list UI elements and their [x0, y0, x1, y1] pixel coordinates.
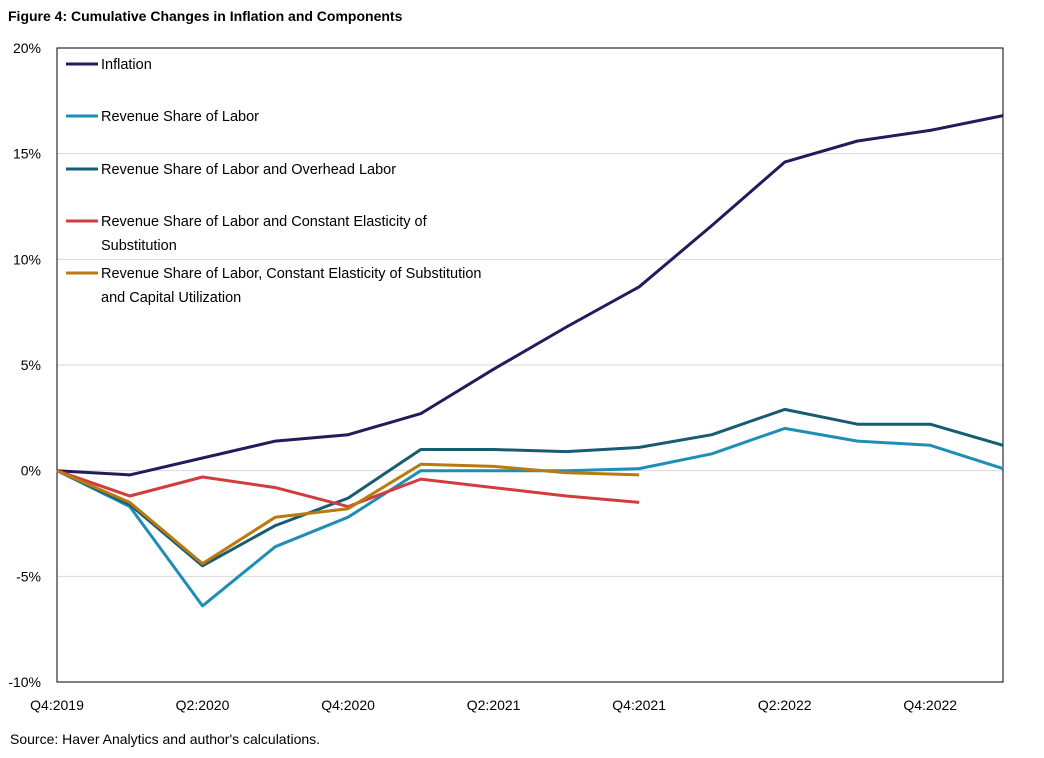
legend: Inflation Revenue Share of Labor Revenue S… — [66, 57, 481, 306]
y-tick-label: 20% — [13, 40, 41, 56]
series-line-5 — [56, 462, 640, 566]
legend-label: Inflation — [101, 57, 152, 73]
series-line-2 — [56, 426, 1004, 608]
x-tick-label: Q2:2020 — [176, 697, 230, 713]
series-line-4 — [56, 469, 640, 509]
x-tick-label: Q4:2022 — [903, 697, 957, 713]
y-tick-label: 0% — [21, 463, 41, 479]
y-axis-tick-labels: -10% -5% 0% 5% 10% 15% 20% — [8, 40, 41, 690]
legend-label: and Capital Utilization — [101, 290, 241, 306]
x-tick-label: Q4:2020 — [321, 697, 375, 713]
legend-label: Revenue Share of Labor — [101, 109, 259, 125]
figure-title: Figure 4: Cumulative Changes in Inflatio… — [8, 8, 403, 24]
x-tick-label: Q4:2019 — [30, 697, 84, 713]
legend-label: Substitution — [101, 238, 177, 254]
series-lines — [56, 114, 1004, 608]
series-line-3 — [56, 407, 1004, 568]
legend-label: Revenue Share of Labor and Overhead Labo… — [101, 162, 396, 178]
y-tick-label: -10% — [8, 674, 41, 690]
x-axis-tick-labels: Q4:2019 Q2:2020 Q4:2020 Q2:2021 Q4:2021 Q2:20… — [30, 697, 957, 713]
x-tick-label: Q4:2021 — [612, 697, 666, 713]
series-line-1 — [56, 114, 1004, 477]
y-tick-label: 5% — [21, 357, 41, 373]
plot-area-frame — [56, 47, 1004, 683]
y-tick-label: 10% — [13, 251, 41, 267]
y-tick-label: -5% — [16, 568, 41, 584]
source-note: Source: Haver Analytics and author's cal… — [10, 731, 321, 747]
y-tick-label: 15% — [13, 146, 41, 162]
legend-label: Revenue Share of Labor, Constant Elastic… — [101, 266, 481, 282]
x-tick-label: Q2:2022 — [758, 697, 812, 713]
legend-label: Revenue Share of Labor and Constant Elas… — [101, 214, 428, 230]
x-tick-label: Q2:2021 — [467, 697, 521, 713]
